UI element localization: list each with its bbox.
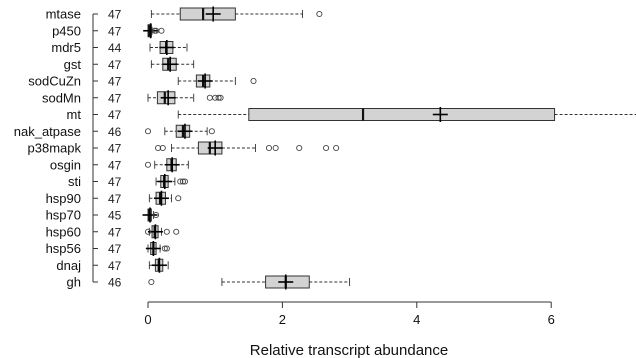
outlier-point bbox=[179, 178, 186, 185]
outlier-point bbox=[323, 144, 330, 152]
outlier-point bbox=[159, 144, 166, 152]
count-label: 47 bbox=[108, 158, 122, 172]
outlier-point bbox=[181, 178, 189, 185]
count-label: 47 bbox=[108, 242, 122, 256]
count-label: 44 bbox=[108, 41, 122, 55]
box-row-hsp90: hsp90 47 bbox=[46, 190, 182, 206]
count-label: 47 bbox=[108, 225, 122, 239]
outlier-point bbox=[296, 144, 303, 152]
box-row-sodCuZn: sodCuZn 47 bbox=[28, 73, 257, 89]
category-label: hsp70 bbox=[46, 208, 81, 223]
category-label: mdr5 bbox=[51, 40, 81, 55]
count-label: 46 bbox=[108, 276, 122, 290]
box-rows: mtase 47 p450 47 mdr5 44 gst 47 sodCuZn 47 sodMn 47… bbox=[14, 6, 636, 290]
category-label: hsp90 bbox=[46, 191, 81, 206]
count-label: 47 bbox=[108, 8, 122, 22]
outlier-point bbox=[163, 245, 170, 252]
count-label: 47 bbox=[108, 75, 122, 89]
x-axis: 0 2 4 6 bbox=[144, 301, 555, 327]
count-label: 47 bbox=[108, 175, 122, 189]
box-row-sodMn: sodMn 47 bbox=[42, 90, 224, 106]
outlier-point bbox=[316, 10, 323, 18]
count-label: 47 bbox=[108, 91, 122, 105]
count-label: 47 bbox=[108, 192, 122, 206]
category-label: mt bbox=[67, 107, 82, 122]
box-row-hsp70: hsp70 45 bbox=[46, 207, 160, 223]
x-tick-label: 2 bbox=[279, 312, 286, 327]
box-row-p38mapk: p38mapk 47 bbox=[28, 140, 340, 156]
outlier-point bbox=[177, 178, 184, 185]
outlier-point bbox=[250, 77, 257, 85]
outlier-point bbox=[148, 278, 155, 286]
category-label: sodMn bbox=[42, 90, 81, 105]
outlier-point bbox=[144, 161, 152, 168]
x-axis-title: Relative transcript abundance bbox=[250, 342, 448, 358]
category-label: dnaj bbox=[56, 258, 81, 273]
outlier-point bbox=[206, 94, 213, 101]
outlier-point bbox=[158, 27, 165, 34]
count-label: 47 bbox=[108, 58, 122, 72]
count-label: 47 bbox=[108, 259, 122, 273]
box-row-gh: gh 46 bbox=[67, 274, 351, 290]
box-row-mtase: mtase 47 bbox=[46, 6, 323, 22]
outlier-point bbox=[265, 144, 273, 152]
category-label: sti bbox=[68, 174, 81, 189]
box-row-hsp60: hsp60 47 bbox=[46, 224, 180, 240]
box-row-p450: p450 47 bbox=[52, 23, 165, 39]
box-row-dnaj: dnaj 47 bbox=[56, 257, 169, 273]
iqr-box bbox=[248, 108, 556, 121]
category-label: gh bbox=[67, 275, 81, 290]
count-label: 47 bbox=[108, 24, 122, 38]
count-label: 47 bbox=[108, 108, 122, 122]
x-tick-label: 4 bbox=[413, 312, 420, 327]
box-row-gst: gst 47 bbox=[64, 56, 195, 72]
box-row-hsp56: hsp56 47 bbox=[46, 241, 170, 256]
category-label: nak_atpase bbox=[14, 124, 81, 139]
box-row-osgin: osgin 47 bbox=[50, 157, 189, 173]
outlier-point bbox=[272, 144, 279, 152]
box-row-mdr5: mdr5 44 bbox=[51, 40, 188, 55]
outlier-point bbox=[153, 211, 160, 219]
x-tick-label: 6 bbox=[548, 312, 555, 327]
outlier-point bbox=[217, 94, 224, 101]
outlier-point bbox=[161, 245, 168, 252]
outlier-point bbox=[208, 128, 215, 135]
category-label: p450 bbox=[52, 23, 81, 38]
count-label: 46 bbox=[108, 125, 122, 139]
category-label: p38mapk bbox=[28, 141, 82, 156]
category-label: osgin bbox=[50, 157, 81, 172]
outlier-point bbox=[175, 195, 182, 202]
outlier-point bbox=[173, 228, 180, 235]
x-tick-label: 0 bbox=[144, 312, 151, 327]
box-row-mt: mt 47 bbox=[67, 107, 636, 122]
outlier-point bbox=[155, 144, 162, 152]
category-label: hsp56 bbox=[46, 241, 81, 256]
category-label: mtase bbox=[46, 7, 81, 22]
box-row-nak_atpase: nak_atpase 46 bbox=[14, 123, 215, 139]
outlier-point bbox=[215, 94, 222, 101]
category-label: hsp60 bbox=[46, 224, 81, 239]
category-label: gst bbox=[64, 57, 82, 72]
outlier-point bbox=[333, 144, 340, 152]
outlier-point bbox=[163, 228, 170, 235]
outlier-point bbox=[144, 128, 152, 135]
outlier-point bbox=[144, 228, 152, 235]
category-label: sodCuZn bbox=[28, 74, 81, 89]
count-label: 45 bbox=[108, 209, 122, 223]
box-row-sti: sti 47 bbox=[68, 174, 189, 189]
count-label: 47 bbox=[108, 142, 122, 156]
